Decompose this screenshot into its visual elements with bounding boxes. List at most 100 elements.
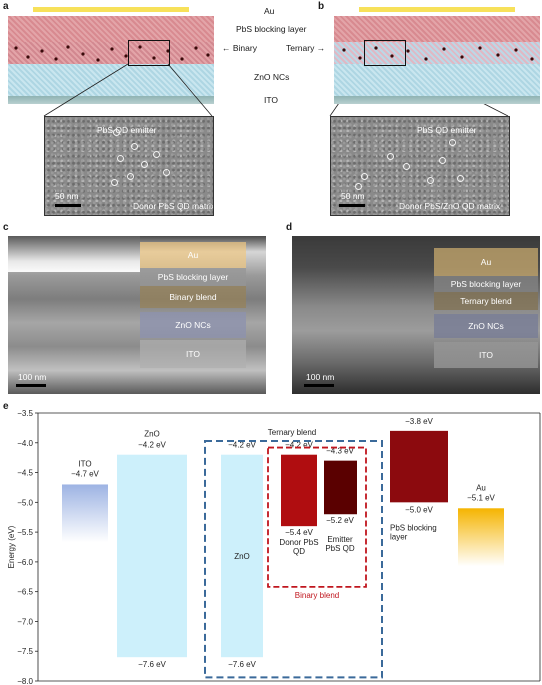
blocking-top-value: −3.8 eV [405,417,433,426]
y-tick-label: −4.5 [17,469,33,478]
ternary-text: Ternary [286,43,315,53]
sem-c-bright [8,236,140,272]
zno-bottom-value: −7.6 eV [138,660,166,669]
binary-blend-label: Binary blend [295,591,339,600]
donor-level [281,454,317,527]
panel-b-letter: b [318,1,325,12]
zoom-box [128,40,170,66]
sem-d-blend: Ternary blend [434,292,538,310]
emitter-level [324,460,357,515]
ternary-zno-level [221,454,263,658]
panel-c-letter: c [3,222,9,233]
blocking-name-line1: PbS blocking [390,523,437,532]
zno-level [117,454,187,658]
au-layer-b [359,7,515,12]
blocking-level [390,430,448,503]
tem-a-scalebar [55,204,81,207]
panel-b-device-stack [334,4,540,104]
ito-value: −4.7 eV [71,469,99,478]
label-ito: ITO [264,95,279,105]
donor-name-line2: QD [293,547,305,556]
ternary-layer [334,42,540,64]
au-value: −5.1 eV [467,493,495,502]
ito-layer [8,96,214,104]
tem-b-scale-label: 50 nm [341,191,365,201]
binary-text: Binary [232,43,257,53]
sem-c-zno: ZnO NCs [140,312,246,338]
au-name: Au [476,483,486,492]
tem-b-scalebar [339,204,365,207]
donor-name-line1: Donor PbS [279,538,318,547]
ito-name: ITO [78,459,91,468]
donor-top-value: −4.2 eV [285,441,313,450]
y-axis-label: Energy (eV) [7,525,16,568]
qd-dots [14,45,210,62]
donor-bottom-value: −5.4 eV [285,528,313,537]
label-zno: ZnO NCs [254,72,290,82]
tem-a-emitter-label: PbS QD emitter [97,125,157,135]
tem-image-b: PbS QD emitter 50 nm Donor PbS/ZnO QD ma… [330,116,510,216]
ternary-zno-top-value: −4.2 eV [228,441,256,450]
blocking-name-line2: layer [390,532,408,541]
tem-a-scale-label: 50 nm [55,191,79,201]
ternary-zno-inner-label: ZnO [234,552,250,561]
energy-level-chart: −3.5 −4.0 −4.5 −5.0 −5.5 −6.0 −6.5 −7.0 −7.5 −8.0… [7,409,541,685]
sem-d-ito: ITO [434,342,538,368]
y-tick-label: −8.0 [17,677,33,685]
ito-level [62,484,108,543]
sem-c-scalebar [16,384,46,387]
sem-d-au: Au [434,248,538,276]
tem-a-matrix-label: Donor PbS QD matrix [133,201,214,211]
y-tick-label: −7.5 [17,647,33,656]
emitter-bottom-value: −5.2 eV [326,516,354,525]
ito-layer-b [334,96,540,104]
y-tick-label: −6.0 [17,558,33,567]
ternary-blend-label: Ternary blend [268,428,316,437]
sem-d-zno: ZnO NCs [434,314,538,338]
y-tick-label: −5.5 [17,528,33,537]
tem-b-matrix-label: Donor PbS/ZnO QD matrix [399,201,501,211]
zno-top-value: −4.2 eV [138,441,166,450]
y-tick-label: −5.0 [17,498,33,507]
y-tick-label: −3.5 [17,409,33,418]
sem-d-blocking: PbS blocking layer [434,276,538,292]
panel-d-letter: d [286,222,293,233]
panel-a-device-stack [8,4,214,104]
sem-c-scale-label: 100 nm [18,372,47,382]
qd-dots-b [342,46,534,61]
label-au: Au [264,6,275,16]
sem-c-blend: Binary blend [140,286,246,308]
sem-image-d: Au PbS blocking layer Ternary blend ZnO … [292,236,540,394]
label-ternary: Ternary → [286,43,326,53]
blocking-layer [8,16,214,42]
binary-blend-box [267,446,367,588]
au-layer [33,7,189,12]
y-tick-label: −4.0 [17,439,33,448]
label-binary: ← Binary [222,43,257,53]
panel-e-letter: e [3,401,9,412]
sem-c-blocking: PbS blocking layer [140,268,246,286]
sem-d-scale-label: 100 nm [306,372,335,382]
blocking-bottom-value: −5.0 eV [405,505,433,514]
sem-d-scalebar [304,384,334,387]
binary-layer [8,42,214,64]
panel-a-letter: a [3,1,9,12]
emitter-name-line1: Emitter [327,535,353,544]
sem-c-ito: ITO [140,340,246,368]
zno-layer-b [334,64,540,96]
zno-layer [8,64,214,96]
ternary-blend-box [204,439,383,679]
zoom-box-b [364,40,406,66]
tem-image-a: PbS QD emitter 50 nm Donor PbS QD matrix [44,116,214,216]
zno-name: ZnO [144,430,160,439]
emitter-top-value: −4.3 eV [326,447,354,456]
sem-image-c: Au PbS blocking layer Binary blend ZnO N… [8,236,266,394]
au-level [458,508,504,567]
tem-b-emitter-label: PbS QD emitter [417,125,477,135]
y-tick-label: −7.0 [17,617,33,626]
ternary-zno-bottom-value: −7.6 eV [228,660,256,669]
sem-c-au: Au [140,242,246,268]
y-tick-label: −6.5 [17,588,33,597]
label-blocking: PbS blocking layer [236,24,307,34]
blocking-layer-b [334,16,540,42]
